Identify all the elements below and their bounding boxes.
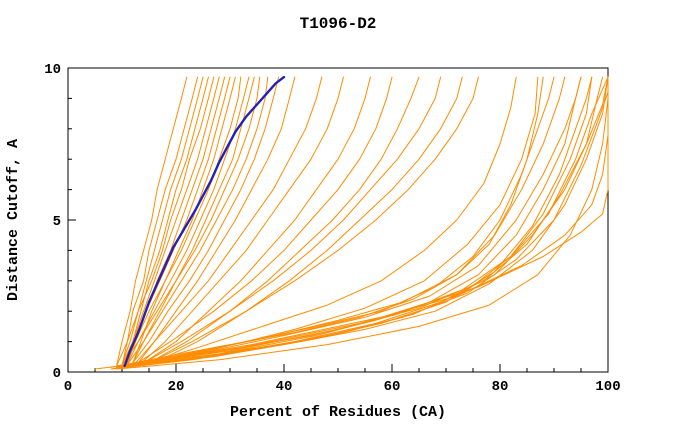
- y-tick-label: 0: [53, 366, 61, 382]
- model-curve: [137, 76, 442, 367]
- y-tick-label: 5: [53, 214, 61, 230]
- model-curve: [143, 76, 371, 364]
- model-curve: [121, 76, 261, 367]
- y-axis-label: Distance Cutoff, A: [5, 139, 22, 301]
- model-curve: [121, 76, 609, 367]
- model-curve: [121, 76, 609, 367]
- model-curve: [94, 76, 582, 370]
- model-curve: [116, 76, 582, 367]
- model-curve: [121, 76, 204, 365]
- x-tick-label: 20: [168, 379, 185, 395]
- model-curve: [121, 76, 609, 367]
- chart-title: T1096-D2: [300, 15, 377, 33]
- x-tick-label: 60: [384, 379, 401, 395]
- model-curve: [121, 76, 566, 367]
- model-curve: [116, 76, 609, 370]
- model-curve: [126, 76, 209, 367]
- model-curve: [153, 76, 463, 364]
- model-curve: [148, 76, 420, 364]
- model-curve: [132, 76, 280, 364]
- y-tick-label: 10: [44, 62, 61, 78]
- x-tick-label: 40: [276, 379, 293, 395]
- model-curve: [121, 76, 242, 367]
- model-curve: [116, 76, 188, 367]
- axes: 0 20 40 60 80 100 0 5 10: [44, 62, 620, 395]
- model-curve: [137, 76, 517, 367]
- model-curve: [137, 76, 344, 367]
- x-axis-label: Percent of Residues (CA): [230, 404, 446, 421]
- x-tick-label: 100: [595, 379, 620, 395]
- model-curve: [126, 76, 269, 365]
- highlight-curve: [123, 75, 286, 368]
- model-curve: [143, 76, 479, 367]
- model-curve: [121, 76, 220, 367]
- model-curve: [126, 76, 250, 365]
- model-curve: [137, 76, 296, 364]
- series-lines: [94, 75, 609, 370]
- model-curve: [116, 76, 215, 367]
- model-curve: [132, 76, 393, 367]
- x-tick-label: 0: [64, 379, 72, 395]
- model-curve: [121, 76, 199, 367]
- model-curve: [126, 76, 609, 367]
- model-curve: [132, 76, 236, 364]
- model-curve: [132, 76, 323, 367]
- model-curve: [116, 76, 609, 368]
- x-tick-label: 80: [492, 379, 509, 395]
